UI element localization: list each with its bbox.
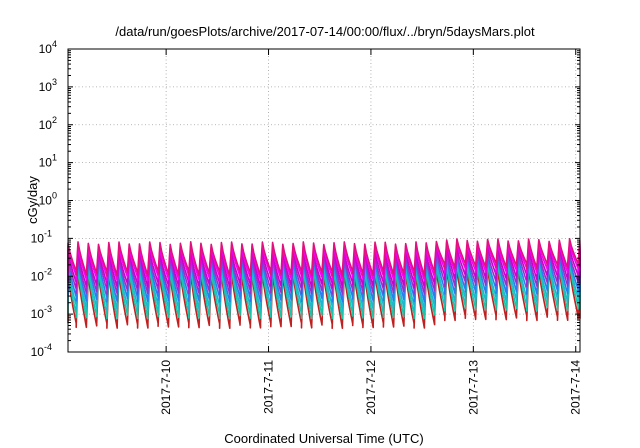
y-tick-label: 102 — [39, 115, 57, 132]
x-tick-label: 2017-7-13 — [466, 360, 480, 415]
series-line — [67, 266, 581, 329]
y-tick-label: 103 — [39, 77, 57, 94]
x-axis-label: Coordinated Universal Time (UTC) — [224, 431, 423, 446]
x-axis: 2017-7-10 2017-7-11 2017-7-12 2017-7-13 2017… — [159, 49, 583, 415]
y-tick-label: 10-2 — [31, 266, 52, 283]
y-tick-label: 10-4 — [31, 342, 52, 359]
x-tick-label: 2017-7-14 — [569, 360, 583, 415]
x-tick-label: 2017-7-12 — [364, 360, 378, 415]
y-tick-label: 101 — [39, 153, 57, 170]
series-line — [67, 261, 581, 320]
chart-title: /data/run/goesPlots/archive/2017-07-14/0… — [115, 24, 535, 39]
series-line — [67, 238, 581, 277]
series-line — [67, 257, 581, 311]
y-axis: 10-4 10-3 10-2 10-1 100 101 102 103 104 — [31, 39, 580, 359]
y-tick-label: 100 — [39, 191, 57, 208]
series-line — [67, 241, 581, 282]
y-axis-label: cGy/day — [25, 176, 40, 224]
y-tick-label: 104 — [39, 39, 57, 56]
series-line — [67, 249, 581, 295]
y-tick-label: 10-1 — [31, 228, 52, 245]
x-tick-label: 2017-7-10 — [159, 360, 173, 415]
series-group — [67, 238, 581, 329]
series-line — [67, 244, 581, 289]
x-tick-label: 2017-7-11 — [262, 360, 276, 414]
series-line — [67, 253, 581, 303]
y-tick-label: 10-3 — [31, 304, 52, 321]
